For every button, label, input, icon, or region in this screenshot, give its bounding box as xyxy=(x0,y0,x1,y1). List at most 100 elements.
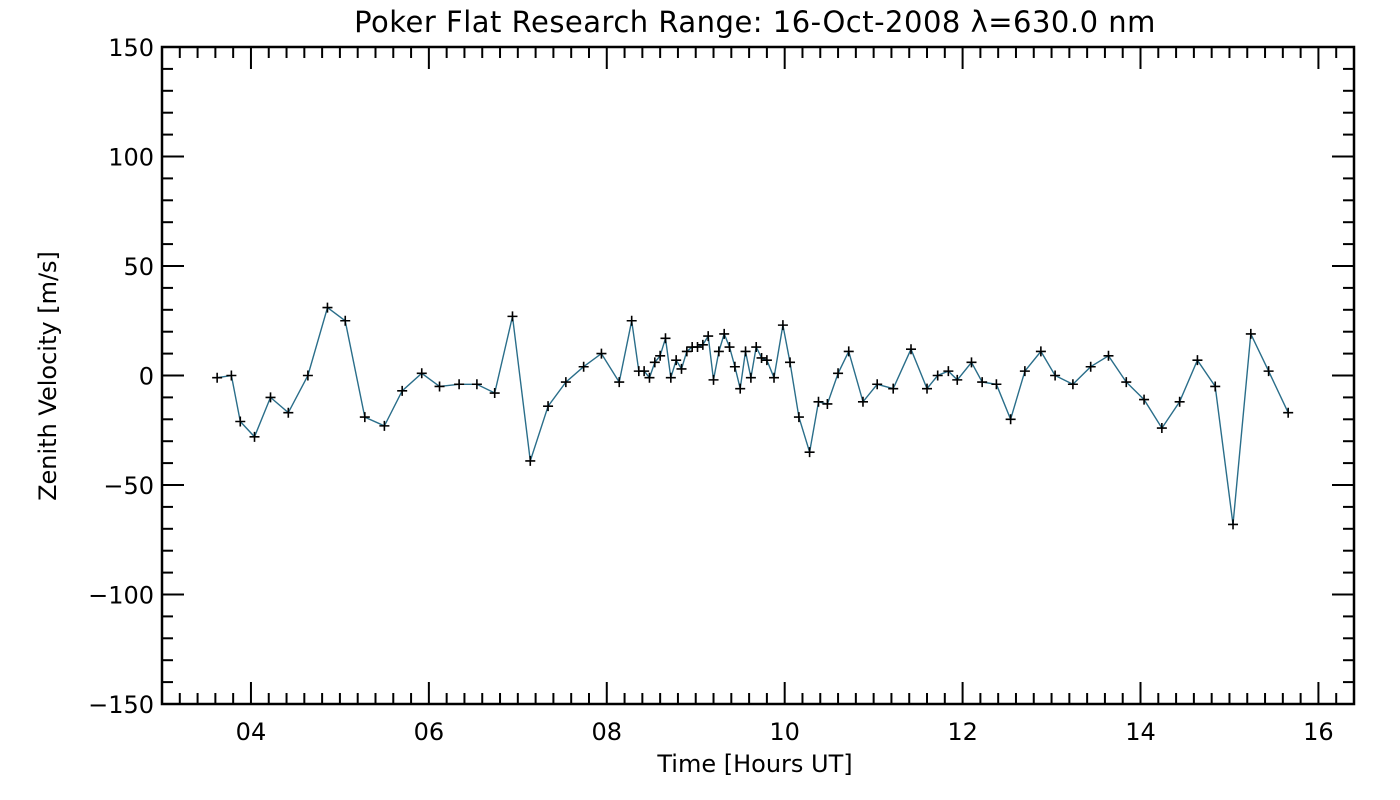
data-point xyxy=(434,381,445,392)
data-point xyxy=(359,412,370,423)
data-point xyxy=(471,379,482,390)
data-point xyxy=(614,377,625,388)
y-tick-label: 0 xyxy=(139,363,154,391)
data-point xyxy=(1103,350,1114,361)
data-point xyxy=(1174,396,1185,407)
data-point xyxy=(719,328,730,339)
data-point xyxy=(454,379,465,390)
data-point xyxy=(649,357,660,368)
data-point xyxy=(977,377,988,388)
data-point xyxy=(578,361,589,372)
data-point xyxy=(322,302,333,313)
y-tick-label: 150 xyxy=(108,34,154,62)
data-point xyxy=(660,333,671,344)
data-point xyxy=(785,357,796,368)
data-point xyxy=(777,320,788,331)
data-point xyxy=(769,372,780,383)
data-point xyxy=(952,374,963,385)
data-point xyxy=(697,339,708,350)
data-point xyxy=(596,348,607,359)
y-tick-label: 50 xyxy=(123,253,154,281)
data-point xyxy=(1050,370,1061,381)
data-point xyxy=(681,346,692,357)
data-point xyxy=(703,331,714,342)
data-point xyxy=(507,311,518,322)
data-point xyxy=(761,355,772,366)
data-point xyxy=(906,344,917,355)
data-point xyxy=(416,368,427,379)
data-point xyxy=(235,416,246,427)
data-point xyxy=(655,350,666,361)
data-point xyxy=(1283,407,1294,418)
data-point xyxy=(1156,423,1167,434)
data-point xyxy=(932,370,943,381)
y-tick-label: −50 xyxy=(103,472,154,500)
data-point xyxy=(302,370,313,381)
data-point xyxy=(1121,377,1132,388)
data-point xyxy=(1192,355,1203,366)
data-point xyxy=(1067,379,1078,390)
data-point xyxy=(283,407,294,418)
series-line xyxy=(217,306,1289,525)
data-point xyxy=(1139,394,1150,405)
data-point xyxy=(1210,381,1221,392)
data-point xyxy=(265,392,276,403)
plot-frame xyxy=(160,45,1356,706)
data-point xyxy=(212,372,223,383)
x-axis-label: Time [Hours UT] xyxy=(656,750,852,778)
data-point xyxy=(1263,366,1274,377)
data-point xyxy=(1245,328,1256,339)
data-point xyxy=(226,370,237,381)
data-point xyxy=(793,412,804,423)
data-point xyxy=(740,346,751,357)
data-point xyxy=(843,346,854,357)
data-point xyxy=(1005,414,1016,425)
data-point xyxy=(756,352,767,363)
data-point xyxy=(822,398,833,409)
x-tick-label: 04 xyxy=(236,718,267,746)
data-point xyxy=(560,377,571,388)
chart-title: Poker Flat Research Range: 16-Oct-2008 λ… xyxy=(354,5,1156,39)
data-point xyxy=(543,401,554,412)
data-point xyxy=(708,374,719,385)
y-tick-label: −150 xyxy=(88,691,154,719)
data-point xyxy=(249,431,260,442)
x-tick-label: 12 xyxy=(947,718,978,746)
data-point xyxy=(724,342,735,353)
axis-tick-labels: 150 100 50 0 −50 −100 −150 04 06 08 10 12 14 16 xyxy=(88,34,1334,746)
data-point xyxy=(745,372,756,383)
data-point xyxy=(888,383,899,394)
data-point xyxy=(966,357,977,368)
data-point xyxy=(751,342,762,353)
x-tick-label: 10 xyxy=(769,718,800,746)
x-tick-label: 08 xyxy=(592,718,623,746)
data-point xyxy=(804,447,815,458)
data-point xyxy=(397,385,408,396)
data-point xyxy=(340,315,351,326)
data-point xyxy=(857,396,868,407)
data-point xyxy=(644,372,655,383)
data-point xyxy=(676,363,687,374)
data-point xyxy=(1228,519,1239,530)
axis-ticks xyxy=(161,46,1355,705)
data-point xyxy=(922,383,933,394)
data-point xyxy=(639,366,650,377)
y-axis-label: Zenith Velocity [m/s] xyxy=(34,251,62,501)
data-point xyxy=(872,379,883,390)
data-point xyxy=(626,315,637,326)
y-tick-label: −100 xyxy=(88,582,154,610)
x-tick-label: 06 xyxy=(414,718,445,746)
data-point xyxy=(671,355,682,366)
data-point xyxy=(1085,361,1096,372)
data-point xyxy=(991,379,1002,390)
data-point xyxy=(379,420,390,431)
data-point xyxy=(713,346,724,357)
data-point xyxy=(1035,346,1046,357)
data-point xyxy=(692,342,703,353)
data-point xyxy=(735,383,746,394)
data-point xyxy=(813,396,824,407)
x-tick-label: 14 xyxy=(1125,718,1156,746)
data-point xyxy=(489,388,500,399)
y-tick-label: 100 xyxy=(108,144,154,172)
